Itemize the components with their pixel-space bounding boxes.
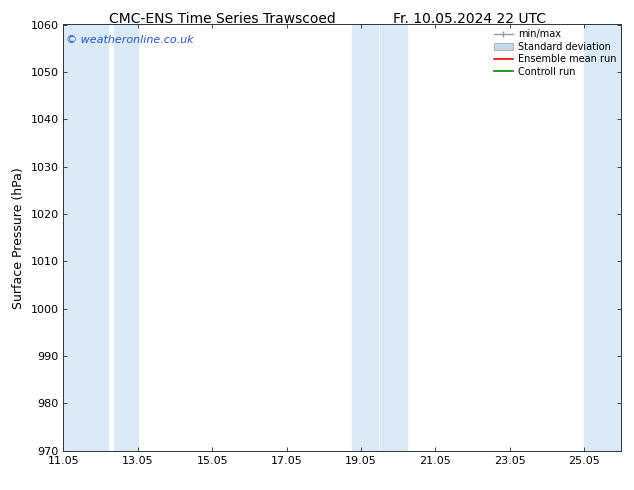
Y-axis label: Surface Pressure (hPa): Surface Pressure (hPa) — [12, 167, 25, 309]
Bar — [584, 24, 621, 451]
Text: © weatheronline.co.uk: © weatheronline.co.uk — [66, 35, 194, 45]
Bar — [113, 24, 138, 451]
Text: Fr. 10.05.2024 22 UTC: Fr. 10.05.2024 22 UTC — [392, 12, 546, 26]
Bar — [352, 24, 378, 451]
Bar — [63, 24, 108, 451]
Bar — [380, 24, 408, 451]
Text: CMC-ENS Time Series Trawscoed: CMC-ENS Time Series Trawscoed — [108, 12, 335, 26]
Legend: min/max, Standard deviation, Ensemble mean run, Controll run: min/max, Standard deviation, Ensemble me… — [492, 27, 618, 78]
